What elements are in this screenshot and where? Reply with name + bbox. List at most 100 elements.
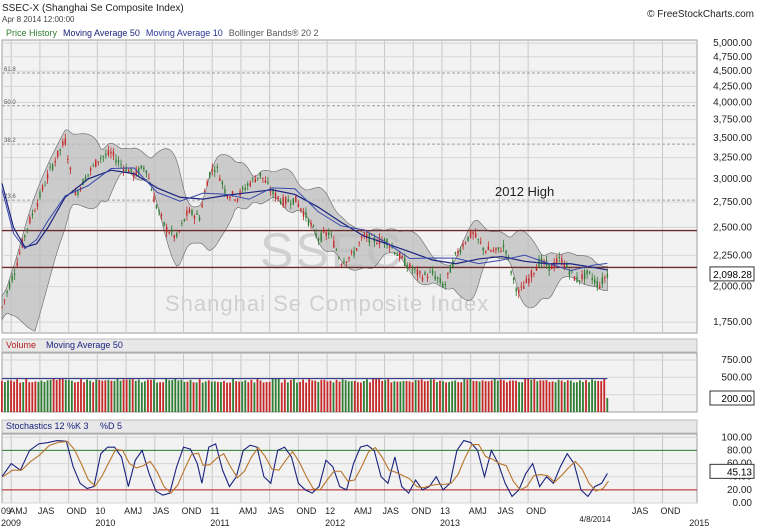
x-label-13: AMJ	[354, 506, 372, 516]
candle-body-167	[424, 272, 426, 275]
volume-bar-11	[34, 381, 37, 412]
volume-bar-53	[162, 382, 165, 412]
volume-bar-163	[496, 380, 499, 412]
candle-body-2	[6, 291, 8, 293]
candle-body-127	[323, 230, 325, 233]
candle-body-158	[401, 255, 403, 258]
volume-bar-38	[116, 378, 119, 412]
stoch-tick-0: 100.00	[721, 432, 752, 443]
candle-body-7	[19, 252, 21, 254]
candle-body-180	[457, 250, 459, 254]
volume-bar-66	[201, 382, 204, 412]
candle-body-184	[467, 236, 469, 241]
candle-body-123	[312, 225, 315, 227]
candle-body-230	[583, 271, 586, 280]
candle-body-144	[366, 233, 368, 239]
volume-bar-97	[296, 382, 298, 412]
candle-body-52	[133, 172, 135, 178]
candle-body-16	[41, 186, 44, 190]
x-label-14: JAS	[383, 506, 400, 516]
candle-body-201	[510, 271, 512, 274]
volume-bar-148	[451, 381, 454, 412]
candle-body-168	[426, 276, 429, 279]
candle-body-142	[360, 236, 363, 238]
volume-bars	[1, 378, 609, 412]
candle-body-159	[404, 257, 406, 266]
x-label-17: AMJ	[469, 506, 487, 516]
volume-bar-147	[448, 382, 451, 412]
volume-bar-114	[347, 381, 350, 412]
volume-bar-8	[25, 378, 28, 412]
volume-bar-174	[530, 379, 533, 412]
volume-bar-72	[220, 382, 222, 412]
volume-bar-30	[92, 382, 95, 412]
x-label-11: OND	[296, 506, 317, 516]
volume-bar-6	[19, 382, 22, 412]
candle-body-37	[95, 159, 97, 168]
candle-body-120	[305, 212, 307, 219]
stoch-title-bar	[1, 419, 698, 434]
candle-body-175	[444, 283, 446, 285]
volume-bar-73	[223, 380, 225, 412]
volume-bar-156	[475, 381, 478, 412]
volume-bar-135	[411, 382, 414, 412]
candle-body-81	[206, 181, 208, 187]
candle-body-129	[328, 232, 330, 235]
candle-body-29	[74, 192, 77, 195]
candle-body-172	[436, 277, 439, 279]
volume-bar-56	[171, 380, 174, 412]
candle-body-227	[576, 276, 578, 283]
volume-bar-134	[408, 381, 411, 412]
stoch-d-line	[2, 440, 609, 494]
volume-bar-184	[560, 380, 563, 412]
candle-body-149	[378, 237, 381, 245]
price-tick-7: 3,250.00	[713, 153, 752, 164]
volume-bar-113	[344, 380, 347, 412]
volume-bar-181	[551, 381, 554, 412]
volume-bar-77	[235, 381, 238, 412]
candle-body-13	[34, 210, 36, 212]
volume-bar-193	[588, 382, 590, 412]
candle-body-192	[487, 246, 490, 251]
candle-body-97	[247, 183, 249, 186]
brand-label: © FreeStockCharts.com	[647, 9, 754, 20]
candle-body-224	[568, 271, 571, 276]
candle-body-163	[414, 268, 416, 270]
candle-body-186	[472, 231, 474, 235]
candle-body-165	[419, 271, 421, 274]
volume-bar-115	[350, 381, 353, 412]
volume-bar-136	[414, 380, 417, 412]
candle-body-157	[398, 252, 401, 260]
volume-bar-86	[262, 382, 265, 412]
candle-body-76	[193, 216, 196, 219]
volume-bar-81	[247, 382, 250, 412]
volume-bar-59	[180, 379, 183, 412]
candle-body-64	[163, 221, 165, 226]
volume-bar-7	[22, 382, 25, 412]
candle-body-119	[302, 211, 305, 217]
candle-body-219	[556, 258, 558, 264]
volume-bar-75	[229, 382, 231, 412]
volume-bar-101	[308, 379, 311, 412]
candle-body-176	[447, 272, 449, 275]
x-label-12: 12	[325, 506, 335, 516]
candle-body-143	[363, 233, 365, 236]
volume-bar-168	[512, 380, 514, 412]
volume-bar-32	[98, 380, 101, 412]
candle-body-68	[173, 235, 175, 239]
candle-body-35	[89, 168, 92, 171]
volume-bar-21	[64, 379, 67, 412]
candle-body-139	[353, 251, 355, 256]
candle-body-88	[224, 188, 226, 193]
candle-body-11	[29, 217, 31, 224]
candle-body-128	[325, 232, 327, 236]
candle-body-100	[254, 178, 256, 183]
price-panel	[1, 39, 698, 334]
candle-body-95	[241, 187, 244, 190]
candle-body-131	[333, 240, 335, 248]
candle-body-191	[485, 251, 487, 253]
volume-bar-70	[213, 381, 216, 412]
candle-body-228	[578, 280, 581, 282]
stoch-tick-4: 20.00	[727, 485, 752, 496]
candle-body-199	[505, 250, 507, 254]
